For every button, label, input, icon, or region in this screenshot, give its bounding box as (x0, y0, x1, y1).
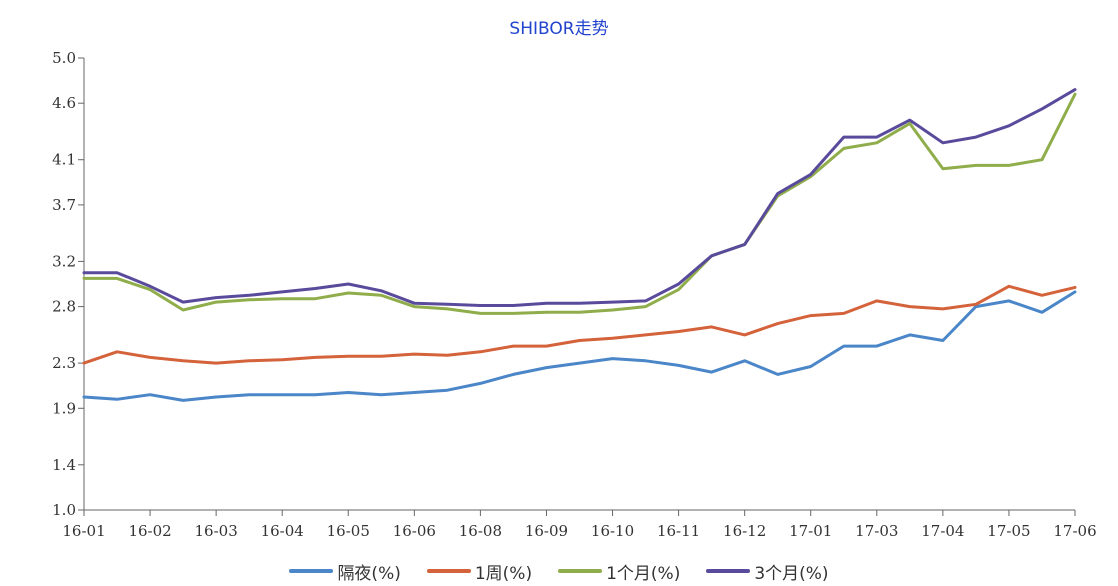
x-tick-label: 17-04 (921, 522, 964, 540)
legend-item-2[interactable]: 1周(%) (426, 556, 533, 586)
legend-item-1[interactable]: 隔夜(%) (289, 556, 401, 586)
legend-item-4[interactable]: 3个月(%) (706, 556, 829, 586)
y-tick-label: 4.6 (52, 94, 76, 112)
y-tick-label: 3.7 (52, 196, 76, 214)
series-line-3 (82, 92, 1077, 315)
y-tick-label: 3.2 (52, 252, 76, 270)
y-tick-label: 2.8 (52, 298, 76, 316)
x-tick-label: 17-01 (789, 522, 832, 540)
legend-item-3[interactable]: 1个月(%) (558, 556, 680, 586)
series-line-1 (82, 290, 1077, 402)
legend-label: 1周(%) (474, 563, 533, 584)
series-line-4 (82, 88, 1077, 307)
x-tick-label: 16-10 (591, 522, 634, 540)
x-tick-label: 17-05 (987, 522, 1030, 540)
series-line-2 (82, 284, 1077, 365)
chart-title: SHIBOR走势 (509, 19, 609, 39)
legend-swatch (558, 569, 603, 573)
x-tick-label: 17-06 (1053, 522, 1096, 540)
legend-swatch (426, 569, 471, 573)
x-tick-label: 16-06 (393, 522, 436, 540)
x-tick-label: 16-03 (195, 522, 238, 540)
y-tick-label: 4.1 (52, 151, 76, 169)
x-tick-label: 16-08 (459, 522, 502, 540)
chart-legend: 隔夜(%) 1周(%) 1个月(%) 3个月(%) (0, 556, 1118, 586)
legend-swatch (706, 569, 751, 573)
legend-swatch (289, 569, 334, 573)
y-tick-label: 1.0 (52, 501, 76, 519)
legend-label: 隔夜(%) (337, 563, 401, 584)
x-tick-label: 17-03 (855, 522, 898, 540)
y-tick-label: 5.0 (52, 49, 76, 67)
x-tick-label: 16-05 (327, 522, 370, 540)
x-tick-label: 16-04 (261, 522, 304, 540)
y-tick-label: 1.9 (52, 399, 76, 417)
x-tick-label: 16-09 (525, 522, 568, 540)
chart-svg: 1.0 1.4 1.9 2.3 2.8 3.2 3.7 4.1 4.6 5.0 16-01 16-02… (52, 49, 1096, 540)
x-tick-label: 16-01 (62, 522, 105, 540)
x-tick-label: 16-12 (723, 522, 766, 540)
y-tick-label: 1.4 (52, 456, 76, 474)
legend-label: 1个月(%) (606, 563, 681, 584)
legend-label: 3个月(%) (754, 563, 829, 584)
x-tick-label: 16-11 (657, 522, 700, 540)
y-tick-label: 2.3 (52, 354, 76, 372)
x-tick-label: 16-02 (128, 522, 171, 540)
